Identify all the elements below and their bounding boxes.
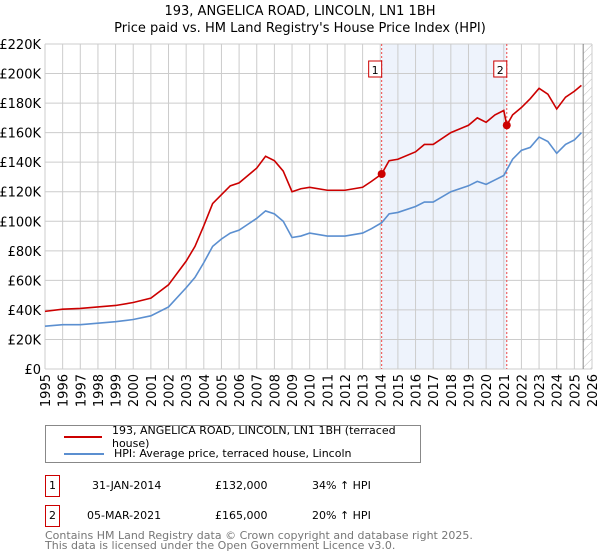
y-tick-label: £100K [0,215,41,230]
sale-label: 2 [497,64,504,77]
y-tick-label: £180K [0,97,41,112]
series-line-property [44,84,582,313]
footer-line-1: Contains HM Land Registry data © Crown c… [45,529,473,542]
sale-marker-label: 2 [45,505,60,527]
footer-line-2: This data is licensed under the Open Gov… [45,539,396,552]
sale-hpi-diff: 34% ↑ HPI [312,479,371,492]
y-tick-label: £200K [0,68,41,83]
chart-title: 193, ANGELICA ROAD, LINCOLN, LN1 1BH [164,4,436,19]
legend-item-hpi: HPI: Average price, terraced house, Linc… [64,447,351,460]
sale-row-1: 1 31-JAN-2014 £132,000 34% ↑ HPI [45,475,465,497]
y-tick-label: £0 [24,363,41,378]
legend-swatch-red [64,435,102,438]
sale-price: £132,000 [215,479,268,492]
forecast-hatch [583,44,592,369]
legend-label: HPI: Average price, terraced house, Linc… [114,447,352,460]
x-tick-label: 2024 [551,374,566,407]
x-tick-label: 2013 [357,374,372,407]
x-tick-label: 2023 [533,374,548,407]
x-tick-label: 2011 [321,374,336,407]
y-tick-label: £140K [0,156,41,171]
x-tick-label: 2009 [286,374,301,407]
x-tick-label: 2005 [215,374,230,407]
x-tick-label: 2015 [392,374,407,407]
x-tick-label: 2001 [145,374,160,407]
sale-date: 05-MAR-2021 [87,509,162,522]
y-tick-label: £120K [0,186,41,201]
y-tick-label: £220K [0,38,41,53]
x-tick-label: 2003 [180,374,195,407]
plot-area: £0 £20K £40K £60K £80K £100K £120K £140K £160K £1… [0,38,600,407]
series-line-hpi [44,132,582,327]
sale-hpi-diff: 20% ↑ HPI [312,509,371,522]
x-tick-label: 1998 [92,374,107,407]
y-tick-label: £60K [8,274,42,289]
x-tick-label: 2025 [568,374,583,407]
y-tick-label: £20K [8,333,42,348]
x-tick-label: 1999 [110,374,125,407]
sale-point [502,121,511,130]
sale-date: 31-JAN-2014 [92,479,162,492]
legend-label: 193, ANGELICA ROAD, LINCOLN, LN1 1BH (te… [111,423,396,450]
x-tick-label: 2004 [198,374,213,407]
legend: 193, ANGELICA ROAD, LINCOLN, LN1 1BH (te… [45,424,421,463]
sale-label-box [368,60,383,78]
sale-row-2: 2 05-MAR-2021 £165,000 20% ↑ HPI [45,505,465,527]
x-tick-label: 1997 [74,374,89,407]
chart-subtitle: Price paid vs. HM Land Registry's House … [114,21,486,36]
x-tick-label: 2006 [233,374,248,407]
x-tick-label: 2019 [462,374,477,407]
x-tick-label: 2021 [498,374,513,407]
x-tick-label: 1996 [57,374,72,407]
x-tick-label: 2017 [427,374,442,407]
legend-item-property: 193, ANGELICA ROAD, LINCOLN, LN1 1BH (te… [64,424,420,450]
x-tick-label: 2020 [480,374,495,407]
x-tick-label: 2010 [304,374,319,407]
sale-price: £165,000 [215,509,268,522]
x-tick-label: 1995 [39,374,54,407]
x-tick-label: 2002 [163,374,178,407]
y-tick-label: £80K [8,245,42,260]
sale-label-box [493,60,508,78]
x-tick-label: 2012 [339,374,354,407]
x-tick-label: 2016 [410,374,425,407]
legend-swatch-blue [64,452,104,455]
sale-marker-label: 1 [45,475,60,497]
y-tick-label: £160K [0,127,41,142]
x-tick-label: 2022 [515,374,530,407]
y-tick-label: £40K [8,304,42,319]
x-tick-label: 2008 [268,374,283,407]
x-tick-label: 2000 [127,374,142,407]
sale-label: 1 [372,64,379,77]
sale-point [377,170,386,178]
x-tick-label: 2014 [374,374,389,407]
x-tick-label: 2018 [445,374,460,407]
x-tick-label: 2026 [586,374,600,407]
footer: Contains HM Land Registry data © Crown c… [45,529,473,552]
shaded-region [381,44,507,369]
x-tick-label: 2007 [251,374,266,407]
